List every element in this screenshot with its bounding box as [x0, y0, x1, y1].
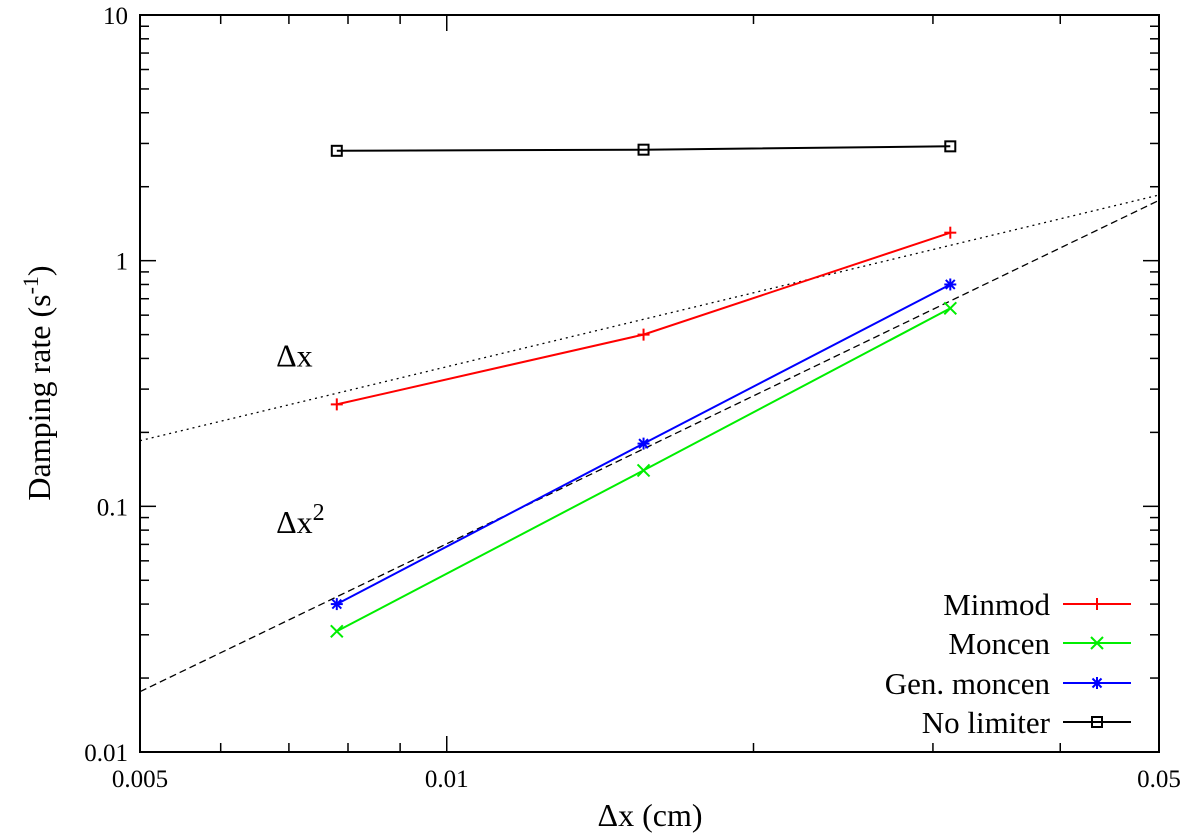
series-minmod: [330, 226, 957, 411]
annotation-sup: 2: [313, 500, 325, 526]
annotation-text: Δx: [276, 338, 313, 374]
data-series: [330, 140, 958, 638]
legend-entry: Moncen: [948, 626, 1131, 661]
y-axis-title-sup: -1: [18, 276, 43, 294]
data-point-marker: [637, 143, 650, 156]
y-axis-title-close: ): [21, 265, 57, 276]
x-tick-label: 0.05: [1137, 766, 1181, 793]
data-point-marker: [944, 226, 957, 239]
axis-ticks: [139, 15, 1160, 753]
slope-annotation: Δx: [276, 338, 313, 374]
legend: Minmod Moncen Gen. moncen No limiter: [885, 587, 1131, 740]
reference-line-dashed: [139, 199, 1160, 693]
legend-label: Gen. moncen: [885, 666, 1051, 701]
data-point-marker: [1091, 716, 1103, 728]
data-point-marker: [330, 624, 344, 638]
series-moncen: [330, 301, 958, 638]
y-tick-label: 0.01: [84, 740, 128, 767]
legend-label: Moncen: [948, 626, 1050, 661]
data-point-marker: [1090, 636, 1104, 650]
data-point-marker: [330, 598, 343, 611]
legend-entry: Minmod: [943, 587, 1131, 622]
series-line: [336, 145, 951, 152]
series-gen-moncen: [330, 278, 957, 611]
reference-lines: [139, 194, 1160, 693]
slope-annotation: Δx2: [276, 500, 325, 540]
plot-frame: [139, 14, 1160, 753]
legend-entry: Gen. moncen: [885, 666, 1131, 701]
data-point-marker: [636, 463, 651, 478]
y-axis-title-main: Damping rate (s: [21, 294, 57, 500]
y-axis-title: Damping rate (s-1): [18, 265, 57, 500]
data-point-marker: [943, 301, 958, 315]
legend-label: Minmod: [943, 587, 1050, 622]
x-tick-label: 0.005: [112, 766, 168, 793]
series-line: [336, 231, 951, 406]
y-tick-label: 1: [116, 249, 129, 276]
data-point-marker: [637, 437, 650, 450]
y-tick-label: 10: [103, 3, 128, 30]
legend-label: No limiter: [922, 705, 1051, 740]
x-axis-title: Δx (cm): [598, 797, 703, 833]
x-tick-label: 0.01: [425, 766, 469, 793]
data-point-marker: [944, 278, 957, 291]
series-no-limiter: [330, 140, 957, 157]
data-point-marker: [330, 398, 343, 411]
y-tick-label: 0.1: [97, 494, 128, 521]
data-point-marker: [1091, 677, 1103, 689]
legend-entry: No limiter: [922, 705, 1131, 740]
reference-line-dotted: [139, 194, 1160, 442]
data-point-marker: [330, 144, 343, 157]
data-point-marker: [1091, 598, 1103, 610]
data-point-marker: [944, 140, 957, 153]
data-point-marker: [637, 328, 650, 341]
annotation-text: Δx: [276, 504, 313, 540]
